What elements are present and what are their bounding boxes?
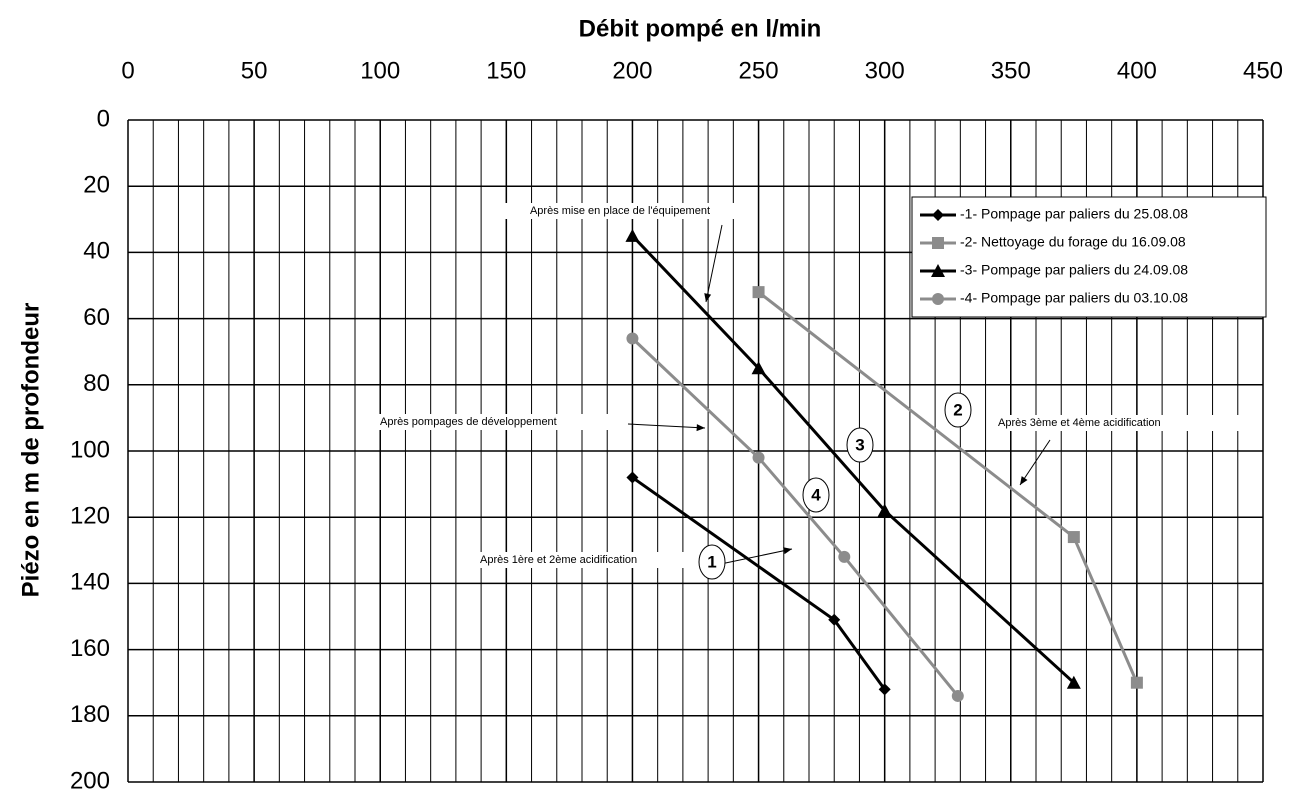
arrow — [1019, 439, 1051, 486]
marker — [626, 332, 639, 345]
y-tick-label: 120 — [70, 503, 110, 530]
x-tick-label: 200 — [612, 57, 652, 84]
x-tick-label: 0 — [121, 57, 134, 84]
arrow-head — [1020, 476, 1028, 485]
legend-label: -4- Pompage par paliers du 03.10.08 — [960, 290, 1188, 306]
label-circle — [698, 544, 726, 580]
y-tick-label: 0 — [97, 105, 110, 132]
y-tick-label: 80 — [83, 370, 110, 397]
y-axis-title: Piézo en m de profondeur — [17, 303, 44, 598]
annotation-bg — [378, 414, 628, 430]
annotation: Après 3ème et 4ème acidification — [998, 417, 1161, 429]
series-label: 2 — [953, 400, 962, 419]
series-line — [631, 234, 1075, 684]
marker — [752, 451, 765, 464]
annotation: Après 1ère et 2ème acidification — [480, 554, 637, 566]
x-tick-label: 150 — [486, 57, 526, 84]
marker — [625, 228, 640, 242]
marker — [877, 503, 892, 517]
x-tick-label: 50 — [241, 57, 268, 84]
marker — [751, 361, 766, 375]
marker — [626, 471, 639, 484]
legend-box — [911, 196, 1267, 318]
x-tick-label: 250 — [739, 57, 779, 84]
marker — [1130, 676, 1143, 689]
marker — [1066, 675, 1081, 689]
annotation-bg — [478, 552, 728, 568]
y-tick-label: 40 — [83, 238, 110, 265]
x-axis-title: Débit pompé en l/min — [579, 15, 822, 42]
legend-marker — [931, 264, 945, 277]
annotation: Après pompages de développement — [380, 416, 557, 428]
series-label: 4 — [811, 485, 821, 504]
legend-marker — [932, 293, 944, 305]
marker — [828, 613, 841, 626]
x-tick-label: 300 — [865, 57, 905, 84]
arrow — [705, 224, 723, 303]
label-circle — [846, 427, 874, 463]
label-circle — [802, 477, 830, 513]
legend-marker — [932, 237, 944, 249]
y-tick-label: 160 — [70, 635, 110, 662]
arrow-head — [783, 547, 792, 555]
arrow — [627, 423, 706, 429]
annotation-bg — [996, 415, 1246, 431]
marker — [838, 550, 851, 563]
y-tick-label: 180 — [70, 701, 110, 728]
legend-label: -2- Nettoyage du forage du 16.09.08 — [960, 234, 1186, 250]
series-label: 3 — [855, 435, 864, 454]
marker — [1067, 531, 1080, 544]
legend-marker — [932, 209, 944, 221]
arrow-head — [704, 293, 712, 302]
marker — [878, 683, 891, 696]
annotation-bg — [492, 203, 748, 219]
label-circle — [944, 392, 972, 428]
marker — [951, 689, 964, 702]
series-line — [631, 337, 959, 697]
x-tick-label: 100 — [360, 57, 400, 84]
y-tick-label: 100 — [70, 436, 110, 463]
y-tick-label: 200 — [70, 767, 110, 794]
x-tick-label: 350 — [991, 57, 1031, 84]
legend-label: -1- Pompage par paliers du 25.08.08 — [960, 206, 1188, 222]
x-tick-label: 450 — [1243, 57, 1283, 84]
arrow-head — [696, 424, 705, 432]
y-tick-label: 20 — [83, 172, 110, 199]
annotation: Après mise en place de l'équipement — [530, 205, 710, 217]
x-tick-label: 400 — [1117, 57, 1157, 84]
series-label: 1 — [707, 552, 716, 571]
legend-label: -3- Pompage par paliers du 24.09.08 — [960, 262, 1188, 278]
marker — [752, 286, 765, 299]
y-tick-label: 60 — [83, 304, 110, 331]
arrow — [715, 548, 793, 566]
y-tick-label: 140 — [70, 569, 110, 596]
